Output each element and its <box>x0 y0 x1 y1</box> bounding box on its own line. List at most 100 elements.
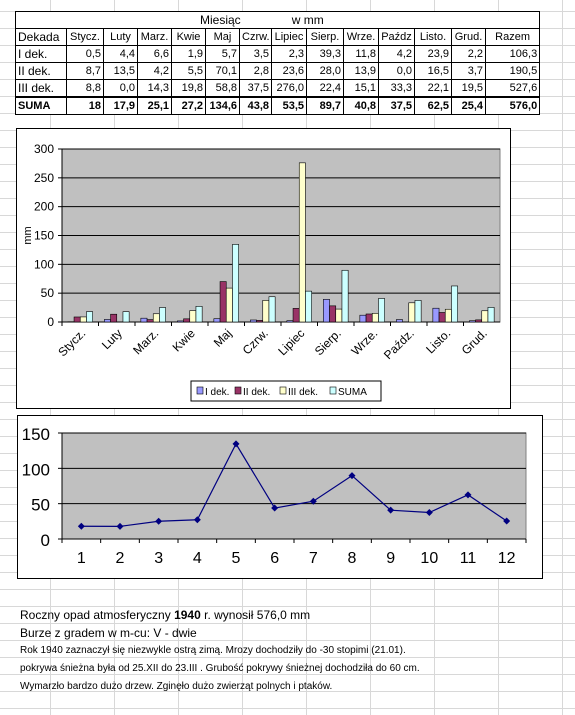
bar <box>110 313 118 323</box>
table-row: II dek. 8,7 13,5 4,2 5,5 70,1 2,8 23,6 28,0 13,9 0… <box>15 62 541 80</box>
bar <box>292 308 300 323</box>
table-cell: 17,9 <box>103 96 138 115</box>
row-total-cell: 527,6 <box>484 79 541 98</box>
table-row: III dek. 8,8 0,0 14,3 19,8 58,8 37,5 276,0 22,4 1… <box>15 79 541 98</box>
x-tick-label: Maj <box>211 326 235 350</box>
bar <box>183 318 191 323</box>
winter-note-3: Wymarzło bardzo dużo drzew. Zginęło dużo… <box>20 681 333 692</box>
table-cell: 5,5 <box>171 62 206 80</box>
bar <box>408 302 416 323</box>
table-cell: 40,8 <box>343 96 379 115</box>
table-row: I dek. 0,5 4,4 6,6 1,9 5,7 3,5 2,3 39,3 11,8 4,2 23… <box>15 45 541 63</box>
header-cell: Luty <box>103 28 138 46</box>
bar <box>396 319 403 323</box>
table-cell: 19,5 <box>451 79 486 98</box>
x-tick-label: 5 <box>232 550 241 567</box>
x-tick-label: Grud. <box>459 326 490 357</box>
y-tick-label: 50 <box>31 496 50 515</box>
row-label: SUMA <box>15 96 67 115</box>
table-cell: 28,0 <box>306 62 344 80</box>
bar <box>341 269 349 323</box>
bar <box>195 306 203 323</box>
header-dekada: Dekada <box>15 28 67 46</box>
bar <box>73 316 81 323</box>
table-cell: 8,7 <box>66 62 104 80</box>
annual-precip-year: 1940 <box>174 608 201 622</box>
x-tick-label: Wrze. <box>348 326 380 358</box>
x-tick-label: 7 <box>309 550 318 567</box>
x-tick-label: 11 <box>460 550 477 567</box>
y-tick-label: 100 <box>34 257 54 271</box>
bar <box>104 319 111 323</box>
bar <box>451 285 458 323</box>
table-cell: 0,5 <box>66 45 104 63</box>
plot-area <box>61 432 527 540</box>
row-label: I dek. <box>15 45 67 63</box>
data-point <box>77 522 85 530</box>
table-cell: 134,6 <box>205 96 240 115</box>
y-tick-label: 100 <box>22 460 50 479</box>
bar <box>146 319 154 323</box>
table-cell: 276,0 <box>271 79 307 98</box>
data-point <box>193 516 201 524</box>
header-cell: Marz. <box>137 28 172 46</box>
data-point <box>116 522 124 530</box>
bar <box>219 281 227 323</box>
bar <box>140 317 148 323</box>
table-cell: 18 <box>66 96 104 115</box>
x-tick-label: Marz. <box>130 326 161 357</box>
bar <box>79 316 87 323</box>
bar <box>189 310 197 323</box>
table-cell: 2,8 <box>239 62 272 80</box>
y-tick-label: 50 <box>41 286 55 300</box>
table-cell: 2,3 <box>271 45 307 63</box>
table-cell: 23,6 <box>271 62 307 80</box>
bar <box>481 310 489 323</box>
table-cell: 25,4 <box>451 96 486 115</box>
table-cell: 8,8 <box>66 79 104 98</box>
header-cell: Grud. <box>451 28 486 46</box>
bar <box>286 320 294 323</box>
header-cell: Razem <box>484 28 541 46</box>
table-cell: 13,9 <box>343 62 379 80</box>
x-tick-label: 3 <box>154 550 163 567</box>
x-tick-label: Luty <box>99 326 125 352</box>
y-tick-label: 150 <box>22 425 50 444</box>
table-cell: 23,9 <box>414 45 452 63</box>
precipitation-table: Miesiąc w mm Dekada Stycz. Luty Marz. Kwie Ma… <box>14 11 541 115</box>
winter-note-1: Rok 1940 zaznaczył się niezwykle ostrą z… <box>20 645 406 656</box>
table-cell: 27,2 <box>171 96 206 115</box>
table-cell: 70,1 <box>205 62 240 80</box>
annual-precip-suffix: r. wynosił 576,0 mm <box>200 608 311 622</box>
x-tick-label: 8 <box>348 550 357 567</box>
table-cell: 3,5 <box>239 45 272 63</box>
table-cell: 2,2 <box>451 45 486 63</box>
bar-chart: 0 50 100 150 200 250 300 mm Stycz. Luty Marz. Kwie M… <box>22 142 501 402</box>
winter-note-2: pokrywa śnieżna była od 25.XII do 23.III… <box>20 663 420 674</box>
table-title-row: Miesiąc w mm <box>14 11 541 29</box>
data-point <box>425 509 433 516</box>
bar <box>469 320 476 323</box>
table-cell: 6,6 <box>137 45 172 63</box>
bar <box>177 320 184 323</box>
table-cell: 4,2 <box>378 45 415 63</box>
legend-swatch <box>279 386 287 395</box>
data-point <box>309 497 317 505</box>
bar <box>475 319 483 323</box>
row-total-cell: 190,5 <box>484 62 541 80</box>
header-cell: Maj <box>205 28 240 46</box>
data-point <box>464 491 472 499</box>
header-cell: Lipiec <box>271 28 307 46</box>
table-cell: 3,7 <box>451 62 486 80</box>
bar <box>444 308 452 323</box>
bar <box>250 319 257 323</box>
x-tick-label: Listo. <box>423 326 453 356</box>
x-tick-label: Sierp. <box>312 326 344 358</box>
bar <box>371 312 379 323</box>
table-cell: 16,5 <box>414 62 452 80</box>
x-tick-label: 2 <box>116 550 125 567</box>
bar <box>159 307 166 323</box>
legend-label: I dek. <box>205 387 229 398</box>
legend-label: II dek. <box>243 387 270 398</box>
